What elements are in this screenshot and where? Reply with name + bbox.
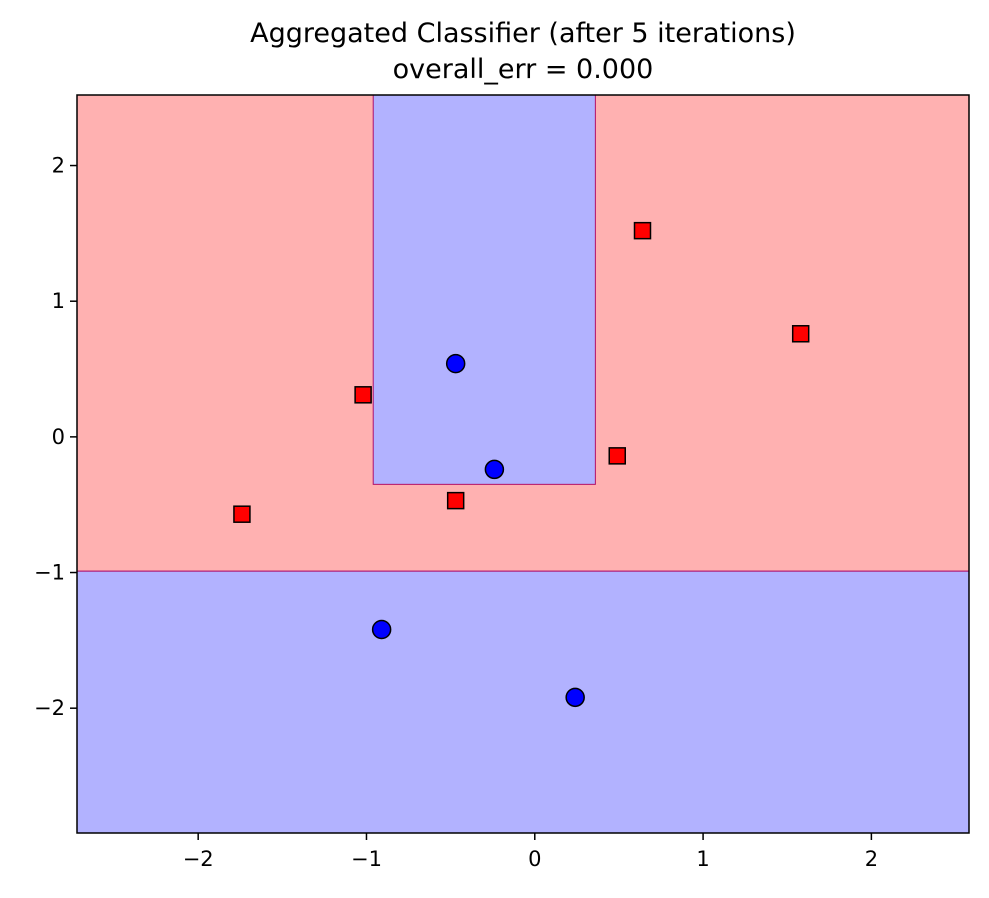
plot-frame (76, 94, 970, 834)
data-point-square (446, 491, 465, 510)
decision-region-2 (372, 94, 596, 485)
x-tick-label: 1 (696, 847, 709, 871)
y-tick-label: 1 (52, 289, 65, 313)
x-tick-label: −2 (183, 847, 214, 871)
data-point-square (633, 221, 652, 240)
plot-area: −2 −1 0 1 2 −2 −1 0 1 2 (34, 94, 970, 871)
decision-region-3 (76, 570, 970, 834)
chart-subtitle: overall_err = 0.000 (393, 54, 654, 85)
chart-title: Aggregated Classifier (after 5 iteration… (250, 18, 796, 49)
data-point-circle (484, 459, 505, 480)
x-tick-label: −1 (351, 847, 382, 871)
y-tick-label: 0 (52, 425, 65, 449)
data-point-square (608, 447, 626, 465)
data-point-circle (565, 687, 585, 708)
data-point-circle (371, 619, 392, 640)
data-point-square (233, 505, 251, 523)
y-tick-label: 2 (52, 154, 65, 178)
y-tick-label: −1 (34, 561, 65, 585)
data-point-square (354, 386, 372, 404)
y-tick-label: −2 (34, 696, 65, 720)
x-tick-label: 0 (528, 847, 541, 871)
data-point-square (791, 325, 810, 343)
data-point-circle (445, 353, 466, 374)
x-tick-label: 2 (865, 847, 878, 871)
